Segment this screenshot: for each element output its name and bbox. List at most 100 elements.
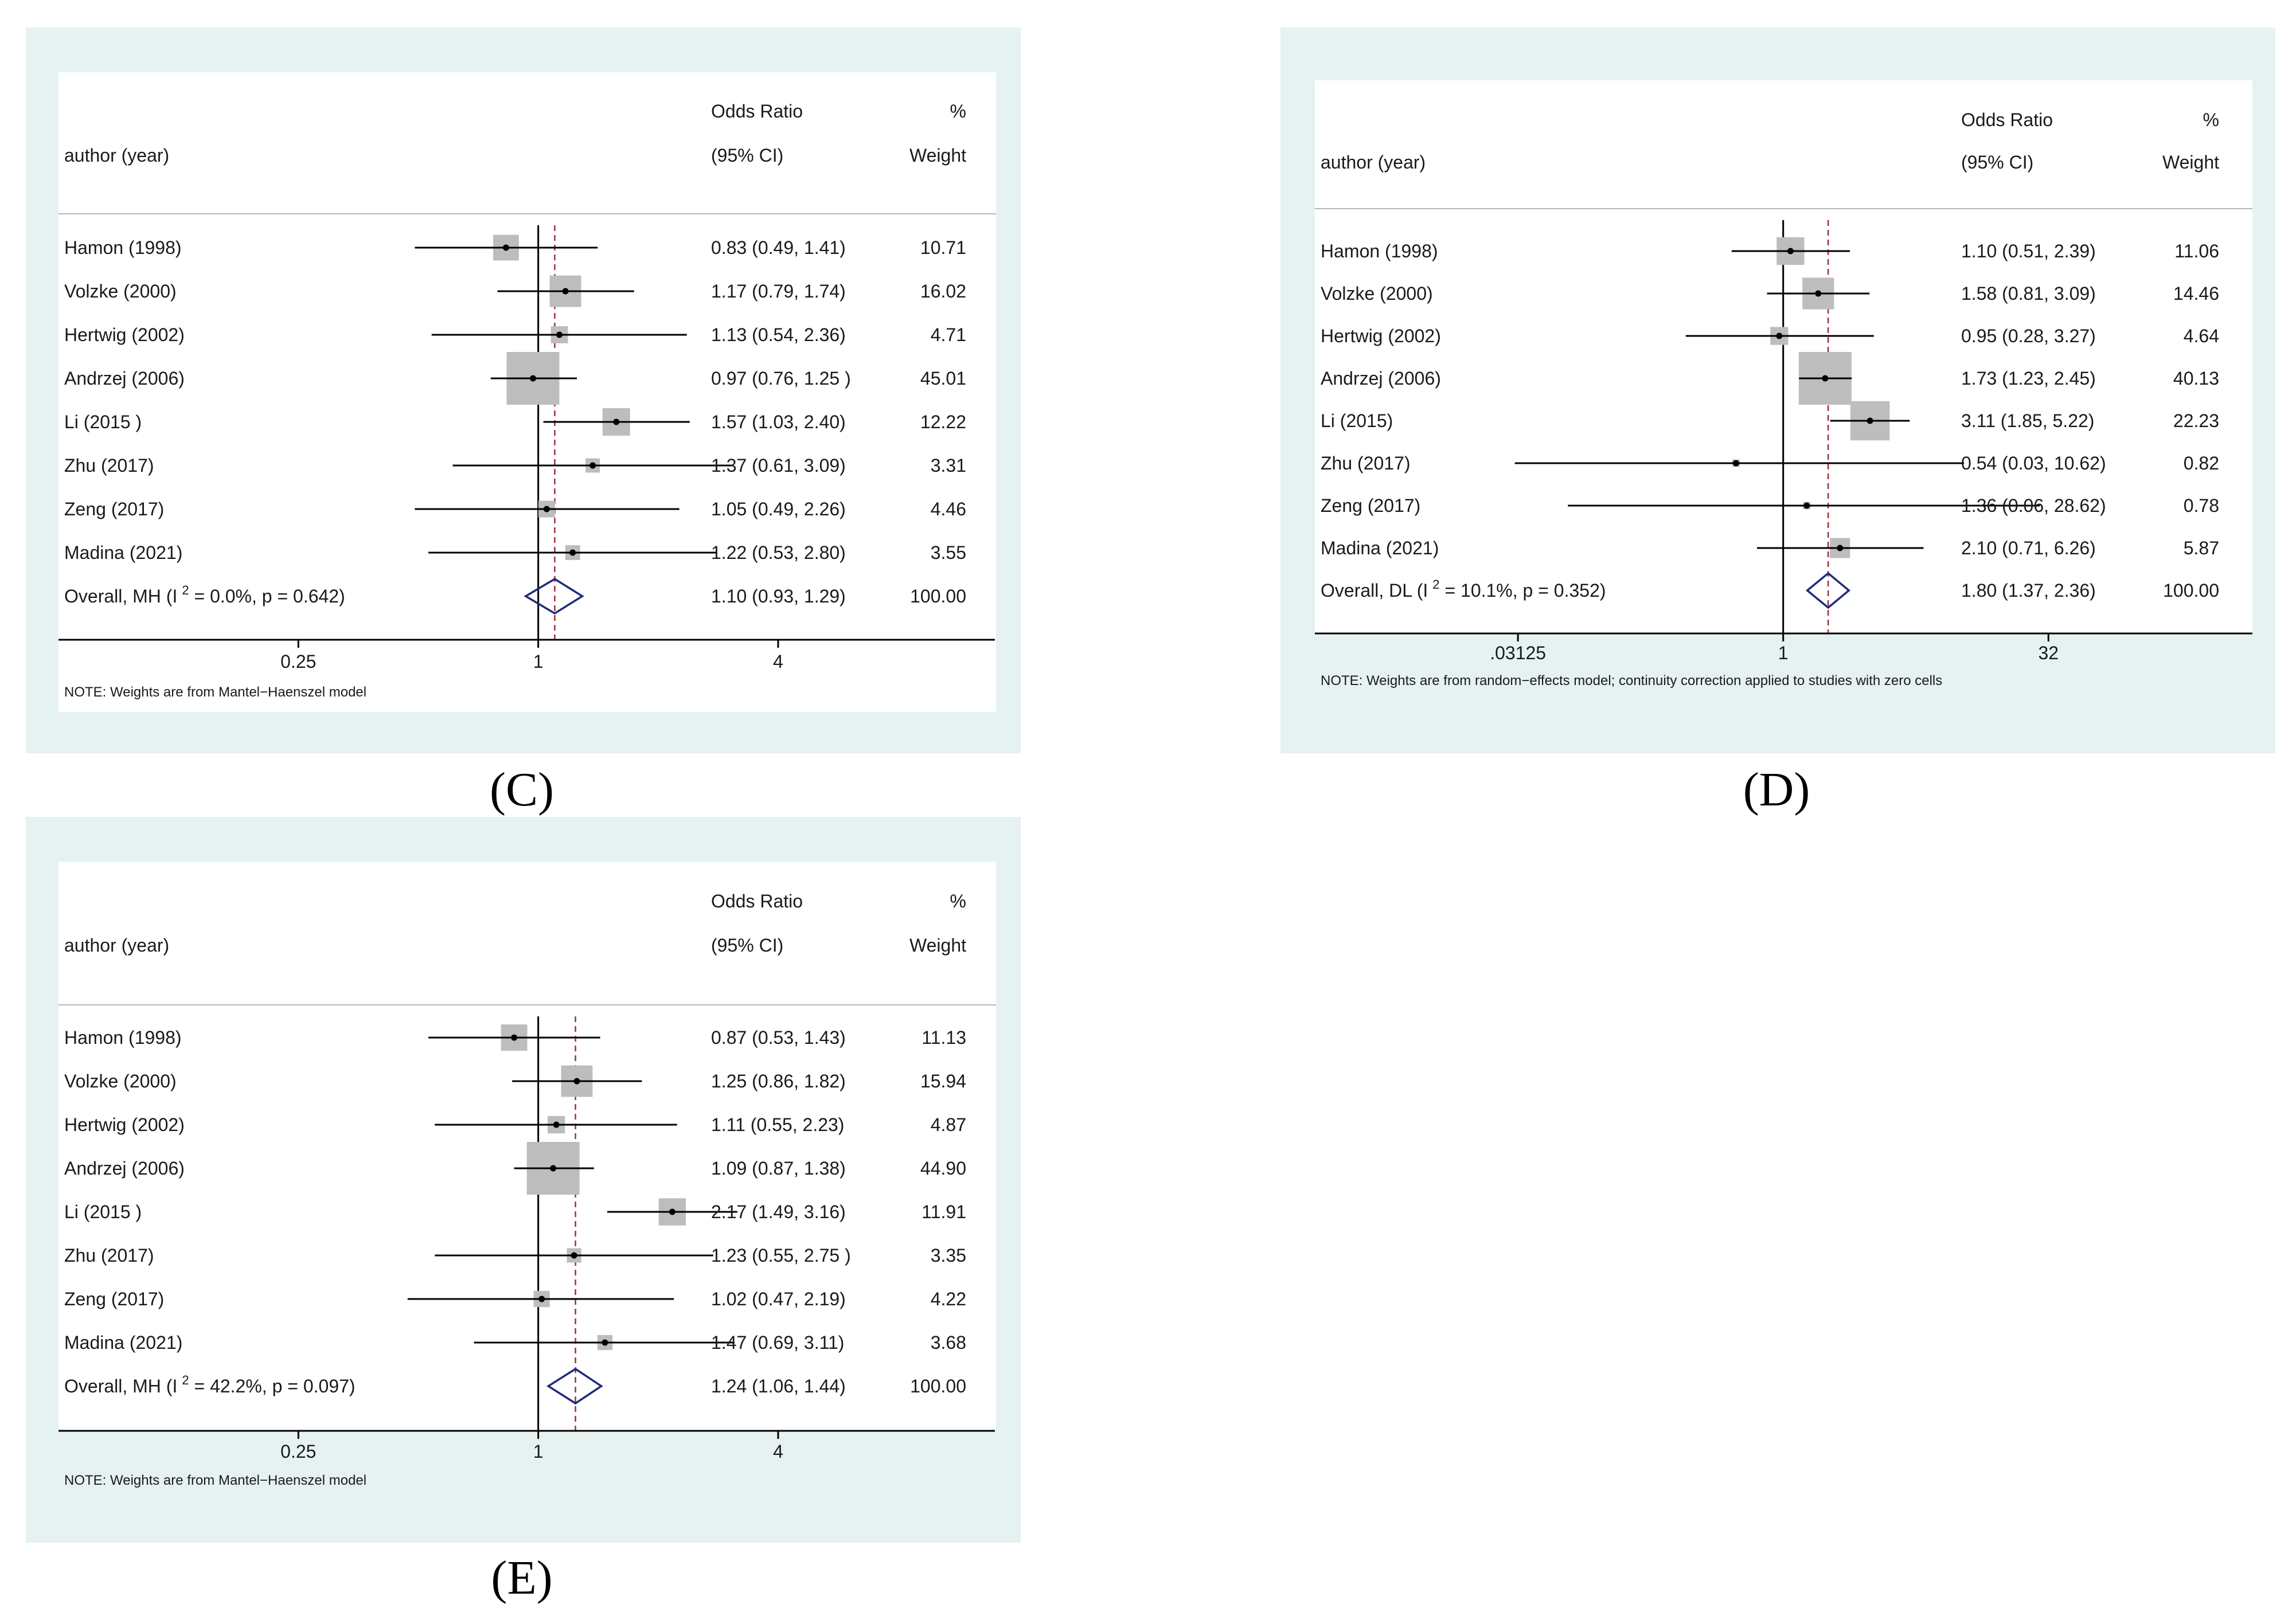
or-ci-value: 1.37 (0.61, 3.09) (711, 455, 846, 476)
point-estimate (502, 244, 509, 251)
study-row: Madina (2021) 1.22 (0.53, 2.80) 3.55 (64, 542, 966, 563)
weight-value: 40.13 (2173, 368, 2219, 389)
column-header-odds-ratio: Odds Ratio (1961, 109, 2053, 130)
weight-value: 44.90 (920, 1158, 966, 1179)
study-name: Li (2015 ) (64, 1202, 142, 1222)
or-ci-value: 1.17 (0.79, 1.74) (711, 281, 846, 302)
study-name: Volzke (2000) (64, 281, 177, 302)
study-row: Zeng (2017) 1.36 (0.06, 28.62) 0.78 (1321, 495, 2219, 516)
study-row: Li (2015 ) 2.17 (1.49, 3.16) 11.91 (64, 1198, 966, 1226)
study-row: Hamon (1998) 1.10 (0.51, 2.39) 11.06 (1321, 237, 2219, 265)
overall-or-ci-value: 1.80 (1.37, 2.36) (1961, 580, 2096, 601)
study-name: Madina (2021) (1321, 538, 1439, 558)
overall-or-ci-value: 1.24 (1.06, 1.44) (711, 1376, 846, 1396)
forest-panel-e: author (year) Odds Ratio (95% CI)% Weight 0.… (26, 817, 1021, 1605)
weight-value: 4.87 (931, 1114, 966, 1135)
panel-label: (E) (491, 1551, 552, 1605)
or-ci-value: 1.05 (0.49, 2.26) (711, 499, 846, 519)
overall-diamond (546, 1367, 603, 1405)
point-estimate (1867, 417, 1873, 424)
column-header-percent: % (950, 101, 966, 122)
weight-value: 11.06 (2174, 241, 2219, 261)
point-estimate (569, 549, 576, 556)
study-row: Andrzej (2006) 1.73 (1.23, 2.45) 40.13 (1321, 352, 2219, 405)
study-name: Zeng (2017) (1321, 495, 1420, 516)
weight-value: 16.02 (920, 281, 966, 302)
study-row: Hamon (1998) 0.83 (0.49, 1.41) 10.71 (64, 234, 966, 261)
overall-diamond (1805, 572, 1851, 609)
overall-label-text: Overall, MH (I (64, 586, 177, 607)
overall-label-stat: = 10.1%, p = 0.352) (1440, 580, 1606, 601)
weight-value: 11.13 (921, 1027, 966, 1048)
or-ci-value: 1.58 (0.81, 3.09) (1961, 283, 2096, 304)
column-header-weight: Weight (2162, 152, 2219, 173)
or-ci-value: 2.17 (1.49, 3.16) (711, 1202, 846, 1222)
column-header-author: author (year) (1321, 152, 1426, 173)
study-row: Volzke (2000) 1.17 (0.79, 1.74) 16.02 (64, 275, 966, 307)
weights-note: NOTE: Weights are from Mantel−Haenszel m… (64, 1473, 366, 1488)
overall-weight-value: 100.00 (2163, 580, 2219, 601)
or-ci-value: 0.87 (0.53, 1.43) (711, 1027, 846, 1048)
weight-value: 5.87 (2184, 538, 2219, 558)
overall-row: Overall, MH (I 2 = 0.0%, p = 0.642) 1.10 (… (64, 577, 966, 615)
overall-label-text: Overall, DL (I (1321, 580, 1428, 601)
column-header-author: author (year) (64, 935, 169, 956)
or-ci-value: 1.02 (0.47, 2.19) (711, 1289, 846, 1309)
column-header-odds-ratio: Odds Ratio (711, 891, 803, 911)
x-tick-label: 1 (1778, 643, 1789, 663)
point-estimate (613, 418, 620, 425)
study-name: Zeng (2017) (64, 499, 164, 519)
point-estimate (538, 1296, 545, 1302)
weight-value: 0.78 (2184, 495, 2219, 516)
weights-note: NOTE: Weights are from random−effects mo… (1321, 673, 1942, 688)
point-estimate (553, 1121, 560, 1128)
or-ci-value: 1.73 (1.23, 2.45) (1961, 368, 2096, 389)
point-estimate (562, 288, 569, 295)
study-name: Madina (2021) (64, 542, 182, 563)
or-ci-value: 2.10 (0.71, 6.26) (1961, 538, 2096, 558)
study-name: Andrzej (2006) (1321, 368, 1441, 389)
study-name: Zeng (2017) (64, 1289, 164, 1309)
overall-row: Overall, DL (I 2 = 10.1%, p = 0.352) 1.80 … (1321, 572, 2219, 609)
study-name: Madina (2021) (64, 1332, 182, 1353)
overall-label-stat: = 42.2%, p = 0.097) (189, 1376, 356, 1396)
point-estimate (529, 375, 536, 382)
or-ci-value: 0.97 (0.76, 1.25 ) (711, 368, 851, 389)
weight-value: 15.94 (920, 1071, 966, 1091)
forest-panel-c: author (year) Odds Ratio (95% CI)% Weight 0.… (26, 28, 1021, 816)
weight-value: 3.68 (931, 1332, 966, 1353)
study-name: Hamon (1998) (64, 1027, 182, 1048)
study-name: Andrzej (2006) (64, 368, 185, 389)
point-estimate (1837, 545, 1844, 551)
point-estimate (1732, 460, 1739, 467)
study-name: Zhu (2017) (64, 1245, 154, 1266)
study-row: Hertwig (2002) 0.95 (0.28, 3.27) 4.64 (1321, 326, 2219, 346)
weight-value: 12.22 (920, 412, 966, 432)
study-name: Volzke (2000) (64, 1071, 177, 1091)
x-tick-label: 0.25 (280, 1441, 316, 1462)
column-header-percent: % (950, 891, 966, 911)
study-row: Volzke (2000) 1.25 (0.86, 1.82) 15.94 (64, 1065, 966, 1097)
study-row: Hertwig (2002) 1.13 (0.54, 2.36) 4.71 (64, 324, 966, 345)
or-ci-value: 1.11 (0.55, 2.23) (711, 1114, 844, 1135)
point-estimate (556, 331, 563, 338)
weight-value: 3.55 (931, 542, 966, 563)
weight-value: 4.22 (931, 1289, 966, 1309)
weight-value: 14.46 (2173, 283, 2219, 304)
or-ci-value: 1.10 (0.51, 2.39) (1961, 241, 2096, 261)
overall-weight-value: 100.00 (910, 586, 966, 607)
study-name: Hertwig (2002) (64, 324, 185, 345)
point-estimate (1803, 502, 1810, 509)
study-name: Hertwig (2002) (64, 1114, 185, 1135)
x-tick-label: 0.25 (280, 651, 316, 672)
point-estimate (1822, 375, 1829, 382)
overall-or-ci-value: 1.10 (0.93, 1.29) (711, 586, 846, 607)
overall-label-stat: = 0.0%, p = 0.642) (189, 586, 345, 607)
overall-label-text: Overall, MH (I (64, 1376, 177, 1396)
or-ci-value: 0.83 (0.49, 1.41) (711, 237, 846, 258)
overall-diamond (524, 577, 584, 615)
point-estimate (669, 1208, 675, 1215)
column-header-ci: (95% CI) (711, 935, 783, 956)
point-estimate (543, 506, 550, 512)
